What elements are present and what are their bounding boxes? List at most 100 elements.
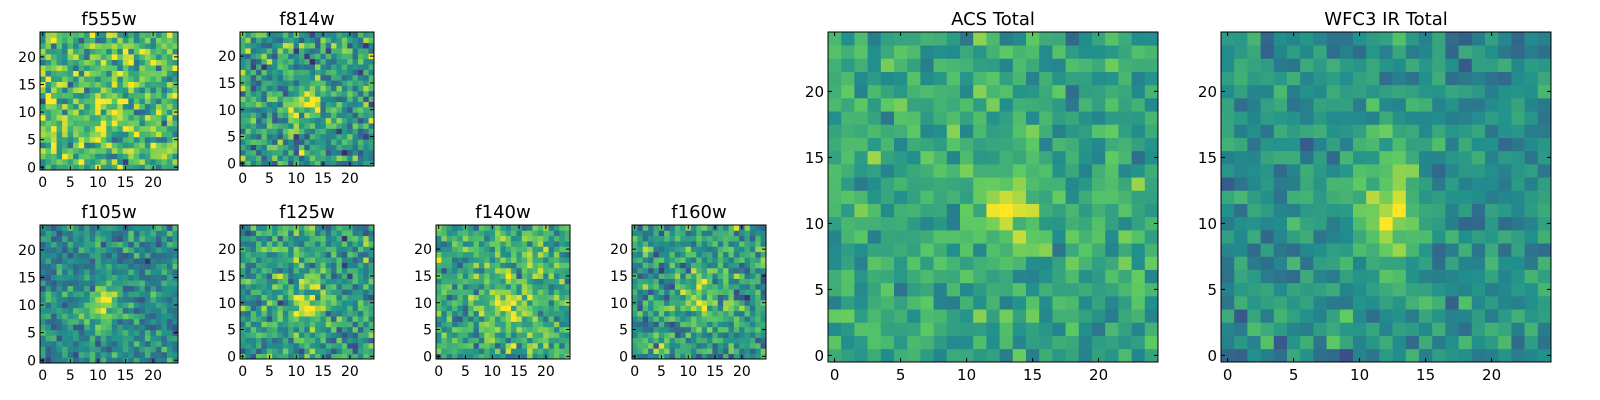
heatmap-cell bbox=[298, 278, 305, 285]
heatmap-cell bbox=[352, 294, 359, 301]
heatmap-cell bbox=[1287, 190, 1301, 204]
heatmap-cell bbox=[1039, 230, 1053, 244]
heatmap-cell bbox=[45, 291, 52, 298]
heatmap-cell bbox=[62, 142, 68, 149]
heatmap-cell bbox=[894, 164, 908, 178]
heatmap-cell bbox=[1065, 243, 1080, 257]
heatmap-cell bbox=[642, 353, 649, 360]
heatmap-cell bbox=[298, 289, 305, 296]
heatmap-cell bbox=[272, 133, 278, 140]
heatmap-cell bbox=[293, 251, 300, 258]
heatmap-cell bbox=[1026, 124, 1040, 138]
heatmap-cell bbox=[363, 267, 369, 274]
heatmap-cell bbox=[1078, 348, 1093, 363]
heatmap-cell bbox=[1339, 269, 1354, 284]
heatmap-cell bbox=[363, 160, 369, 167]
heatmap-cell bbox=[315, 90, 321, 97]
heatmap-cell bbox=[341, 262, 348, 269]
heatmap-cell bbox=[441, 246, 448, 253]
heatmap-cell bbox=[559, 273, 565, 279]
heatmap-cell bbox=[696, 316, 703, 322]
heatmap-cell bbox=[111, 291, 118, 298]
heatmap-cell bbox=[1144, 309, 1159, 323]
heatmap-cell bbox=[73, 318, 79, 325]
heatmap-cell bbox=[564, 278, 571, 285]
x-tick-label: 0 bbox=[238, 364, 247, 380]
heatmap-cell bbox=[56, 114, 63, 121]
heatmap-cell bbox=[669, 305, 676, 312]
heatmap-cell bbox=[282, 53, 289, 60]
heatmap-cell bbox=[166, 131, 173, 138]
heatmap-cell bbox=[637, 241, 644, 247]
heatmap-cell bbox=[341, 278, 348, 285]
heatmap-cell bbox=[658, 348, 665, 354]
heatmap-cell bbox=[755, 262, 761, 269]
heatmap-cell bbox=[723, 235, 729, 242]
heatmap-cell bbox=[1379, 256, 1393, 270]
heatmap-cell bbox=[548, 283, 555, 290]
heatmap-cell bbox=[363, 32, 369, 38]
heatmap-cell bbox=[1419, 243, 1433, 257]
heatmap-cell bbox=[363, 278, 369, 285]
heatmap-cell bbox=[95, 109, 102, 116]
heatmap-cell bbox=[489, 235, 496, 242]
heatmap-cell bbox=[144, 324, 151, 331]
heatmap-cell bbox=[155, 158, 162, 165]
heatmap-cell bbox=[100, 125, 107, 132]
heatmap-cell bbox=[999, 322, 1014, 336]
heatmap-cell bbox=[880, 71, 895, 86]
heatmap-cell bbox=[352, 262, 359, 269]
heatmap-cell bbox=[516, 316, 523, 322]
heatmap-cell bbox=[828, 230, 842, 244]
heatmap-cell bbox=[1339, 335, 1354, 350]
heatmap-cell bbox=[452, 337, 458, 344]
heatmap-cell bbox=[907, 335, 921, 350]
heatmap-cell bbox=[166, 291, 173, 298]
heatmap-cell bbox=[854, 124, 868, 138]
heatmap-cell bbox=[701, 251, 708, 258]
heatmap-cell bbox=[680, 321, 686, 328]
heatmap-cell bbox=[288, 316, 294, 322]
heatmap-cell bbox=[266, 128, 273, 135]
heatmap-cell bbox=[363, 107, 369, 113]
heatmap-cell bbox=[478, 348, 485, 354]
heatmap-cell bbox=[920, 150, 934, 165]
heatmap-cell bbox=[1234, 269, 1248, 284]
heatmap-cell bbox=[880, 111, 895, 125]
heatmap-cell bbox=[1092, 45, 1106, 59]
heatmap-cell bbox=[363, 155, 369, 161]
y-tick-label: 15 bbox=[805, 149, 824, 167]
heatmap-cell bbox=[128, 87, 135, 94]
heatmap-cell bbox=[1105, 58, 1119, 72]
heatmap-cell bbox=[144, 59, 151, 66]
heatmap-cell bbox=[336, 42, 343, 49]
heatmap-cell bbox=[828, 203, 842, 218]
heatmap-cell bbox=[325, 112, 332, 119]
heatmap-cell bbox=[674, 326, 681, 333]
heatmap-cell bbox=[245, 337, 252, 344]
heatmap-cell bbox=[1092, 190, 1106, 204]
heatmap-cell bbox=[352, 117, 359, 124]
heatmap-cell bbox=[95, 153, 102, 160]
heatmap-cell bbox=[521, 300, 528, 306]
heatmap-cell bbox=[999, 84, 1014, 99]
heatmap-cell bbox=[100, 313, 107, 320]
heatmap-cell bbox=[637, 225, 644, 231]
heatmap-cell bbox=[553, 225, 560, 231]
heatmap-cell bbox=[100, 285, 107, 292]
heatmap-cell bbox=[51, 296, 57, 303]
heatmap-cell bbox=[841, 256, 855, 270]
heatmap-cell bbox=[505, 294, 512, 301]
heatmap-cell bbox=[1026, 230, 1040, 244]
heatmap-cell bbox=[67, 258, 74, 264]
heatmap-cell bbox=[245, 101, 252, 108]
heatmap-cell bbox=[95, 76, 102, 83]
heatmap-cell bbox=[293, 316, 300, 322]
heatmap-cell bbox=[277, 310, 284, 317]
heatmap-cell bbox=[543, 241, 549, 247]
heatmap-cell bbox=[245, 225, 252, 231]
heatmap-cell bbox=[1339, 216, 1354, 231]
heatmap-cell bbox=[288, 149, 294, 156]
heatmap-cell bbox=[261, 267, 268, 274]
heatmap-cell bbox=[150, 302, 157, 309]
